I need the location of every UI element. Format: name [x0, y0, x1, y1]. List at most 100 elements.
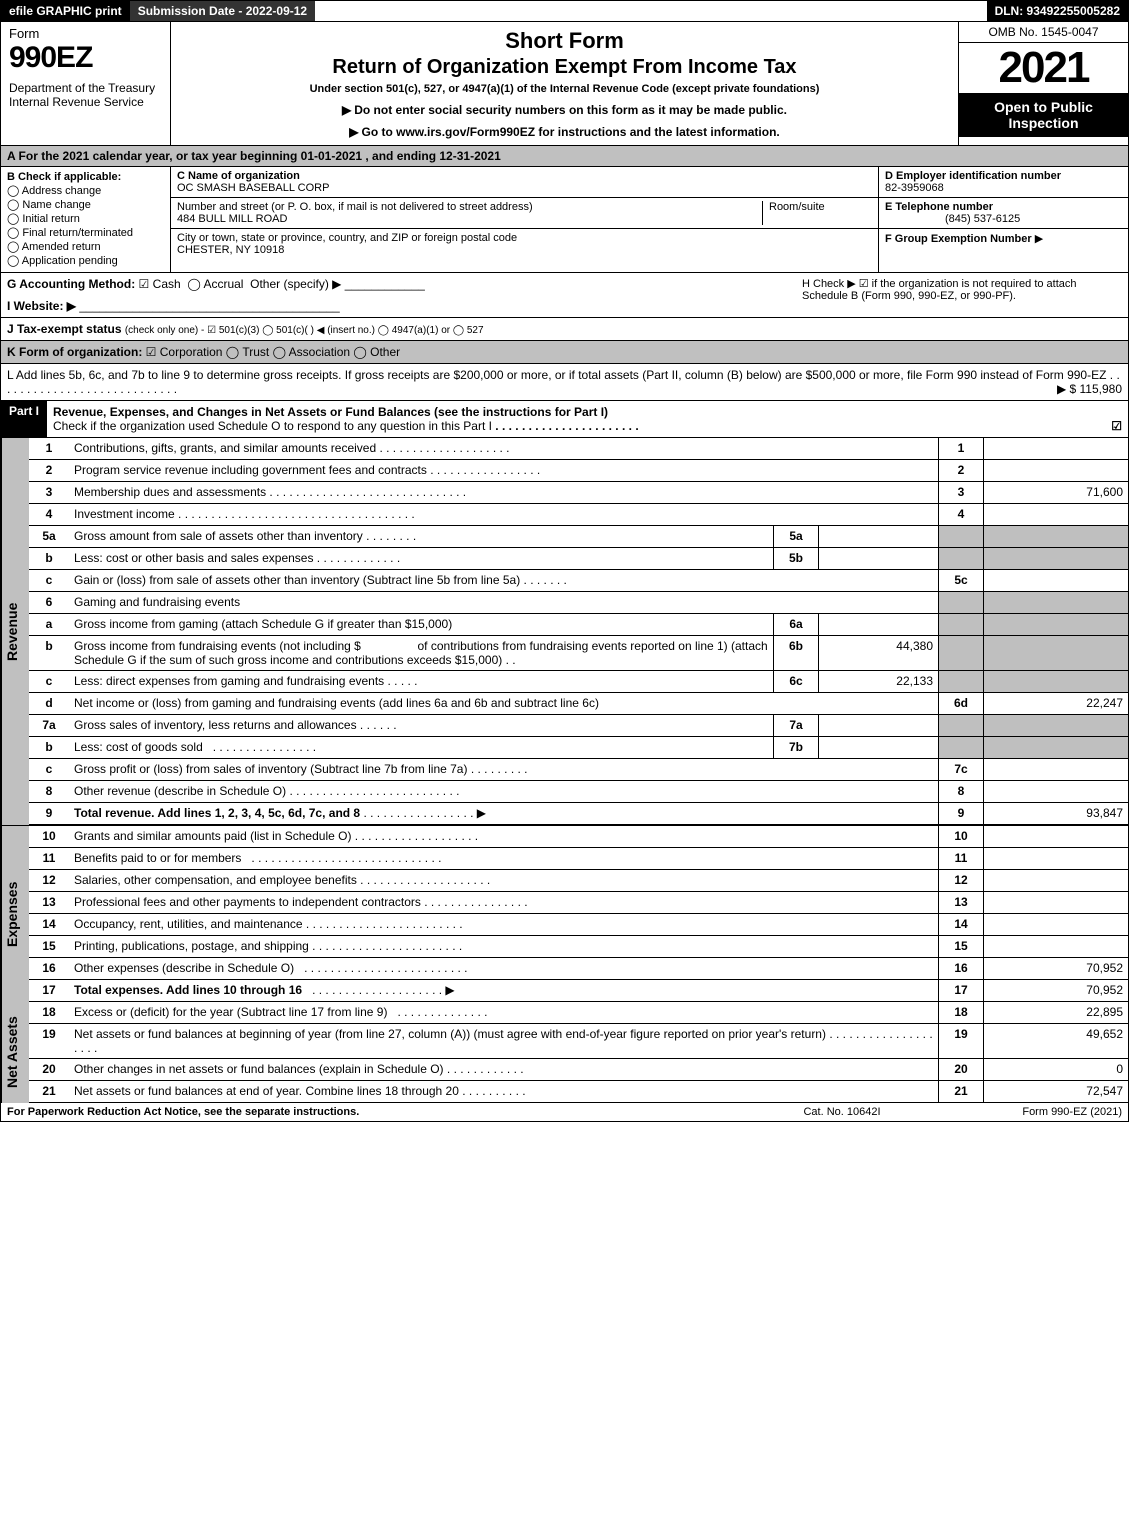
row-l: L Add lines 5b, 6c, and 7b to line 9 to … [0, 364, 1129, 401]
line-rval [983, 914, 1128, 935]
sidebar-netassets: Net Assets [1, 1002, 29, 1103]
line-desc: Printing, publications, postage, and shi… [74, 939, 309, 953]
line-num: a [29, 614, 69, 635]
line-21: 21 Net assets or fund balances at end of… [29, 1081, 1128, 1103]
g-accrual[interactable]: Accrual [203, 277, 243, 291]
g-cash[interactable]: Cash [153, 277, 181, 291]
footer-formref: Form 990-EZ (2021) [942, 1106, 1122, 1118]
line-20: 20 Other changes in net assets or fund b… [29, 1059, 1128, 1081]
g-other[interactable]: Other (specify) [250, 277, 329, 291]
line-num: 3 [29, 482, 69, 503]
part1-label: Part I [1, 401, 47, 437]
j-options[interactable]: (check only one) - ☑ 501(c)(3) ◯ 501(c)(… [125, 325, 484, 336]
shaded-cell [938, 715, 983, 736]
room-suite-label: Room/suite [762, 201, 872, 225]
line-desc: Less: cost or other basis and sales expe… [74, 551, 313, 565]
shaded-cell [983, 548, 1128, 569]
column-b: B Check if applicable: ◯ Address change … [1, 167, 171, 272]
line-rval [983, 504, 1128, 525]
checkbox-name-change[interactable]: ◯ Name change [7, 198, 164, 211]
checkbox-address-change[interactable]: ◯ Address change [7, 184, 164, 197]
row-j: J Tax-exempt status (check only one) - ☑… [0, 318, 1129, 341]
checkbox-final-return[interactable]: ◯ Final return/terminated [7, 226, 164, 239]
line-11: 11 Benefits paid to or for members . . .… [29, 848, 1128, 870]
line-rnum: 17 [938, 980, 983, 1001]
shaded-cell [983, 737, 1128, 758]
line-rval [983, 759, 1128, 780]
section-bcd: B Check if applicable: ◯ Address change … [0, 167, 1129, 273]
expenses-table: Expenses 10 Grants and similar amounts p… [0, 825, 1129, 1002]
line-rnum: 5c [938, 570, 983, 591]
header-right: OMB No. 1545-0047 2021 Open to Public In… [958, 22, 1128, 145]
line-12: 12 Salaries, other compensation, and emp… [29, 870, 1128, 892]
line-rval [983, 892, 1128, 913]
k-options[interactable]: ☑ Corporation ◯ Trust ◯ Association ◯ Ot… [146, 345, 400, 359]
line-rnum: 10 [938, 826, 983, 847]
column-c: C Name of organization OC SMASH BASEBALL… [171, 167, 878, 272]
footer: For Paperwork Reduction Act Notice, see … [0, 1103, 1129, 1122]
b-heading: B Check if applicable: [7, 171, 164, 183]
line-num: c [29, 759, 69, 780]
line-desc: Gross income from gaming (attach Schedul… [69, 614, 773, 635]
shaded-cell [983, 592, 1128, 613]
line-13: 13 Professional fees and other payments … [29, 892, 1128, 914]
line-num: 6 [29, 592, 69, 613]
line-2: 2 Program service revenue including gove… [29, 460, 1128, 482]
row-gh: G Accounting Method: ☑ Cash ◯ Accrual Ot… [0, 273, 1129, 318]
line-10: 10 Grants and similar amounts paid (list… [29, 826, 1128, 848]
row-a-calendar-year: A For the 2021 calendar year, or tax yea… [0, 146, 1129, 167]
line-num: 9 [29, 803, 69, 824]
line-rval [983, 570, 1128, 591]
line-3: 3 Membership dues and assessments . . . … [29, 482, 1128, 504]
line-desc: Total expenses. Add lines 10 through 16 [74, 983, 302, 997]
checkbox-amended-return[interactable]: ◯ Amended return [7, 240, 164, 253]
line-mval: 22,133 [818, 671, 938, 692]
line-mval [818, 715, 938, 736]
checkbox-application-pending[interactable]: ◯ Application pending [7, 254, 164, 267]
line-rnum: 14 [938, 914, 983, 935]
line-rnum: 7c [938, 759, 983, 780]
d-ein-label: D Employer identification number [885, 170, 1061, 182]
line-num: 19 [29, 1024, 69, 1058]
line-num: c [29, 671, 69, 692]
part1-schedule-o-checkbox[interactable]: ☑ [1111, 419, 1122, 433]
line-mnum: 5a [773, 526, 818, 547]
no-ssn-instruction: Do not enter social security numbers on … [181, 103, 948, 117]
checkbox-initial-return[interactable]: ◯ Initial return [7, 212, 164, 225]
line-7a: 7a Gross sales of inventory, less return… [29, 715, 1128, 737]
line-5c: c Gain or (loss) from sale of assets oth… [29, 570, 1128, 592]
g-accounting-label: G Accounting Method: [7, 277, 135, 291]
line-num: 21 [29, 1081, 69, 1102]
cb-label: Name change [22, 199, 91, 211]
line-rnum: 9 [938, 803, 983, 824]
shaded-cell [938, 671, 983, 692]
line-desc: Gaming and fundraising events [69, 592, 938, 613]
line-rnum: 11 [938, 848, 983, 869]
line-16: 16 Other expenses (describe in Schedule … [29, 958, 1128, 980]
line-desc: Salaries, other compensation, and employ… [74, 873, 357, 887]
line-rval: 22,247 [983, 693, 1128, 714]
line-desc: Other changes in net assets or fund bala… [74, 1062, 444, 1076]
form-word: Form [9, 26, 162, 41]
shaded-cell [983, 715, 1128, 736]
under-section-text: Under section 501(c), 527, or 4947(a)(1)… [181, 83, 948, 95]
line-num: 14 [29, 914, 69, 935]
shaded-cell [983, 526, 1128, 547]
line-rval: 93,847 [983, 803, 1128, 824]
line-15: 15 Printing, publications, postage, and … [29, 936, 1128, 958]
shaded-cell [983, 636, 1128, 670]
cb-label: Initial return [22, 213, 79, 225]
line-7b: b Less: cost of goods sold . . . . . . .… [29, 737, 1128, 759]
goto-instruction[interactable]: Go to www.irs.gov/Form990EZ for instruct… [181, 125, 948, 139]
i-website-label: I Website: ▶ [7, 299, 76, 313]
efile-print-label[interactable]: efile GRAPHIC print [1, 1, 130, 21]
form-header: Form 990EZ Department of the Treasury In… [0, 22, 1129, 146]
line-rval: 22,895 [983, 1002, 1128, 1023]
line-num: 13 [29, 892, 69, 913]
cb-label: Application pending [22, 255, 118, 267]
line-mval [818, 737, 938, 758]
net-assets-table: Net Assets 18 Excess or (deficit) for th… [0, 1002, 1129, 1103]
department-label: Department of the Treasury Internal Reve… [9, 81, 162, 109]
line-6c: c Less: direct expenses from gaming and … [29, 671, 1128, 693]
line-mnum: 7a [773, 715, 818, 736]
